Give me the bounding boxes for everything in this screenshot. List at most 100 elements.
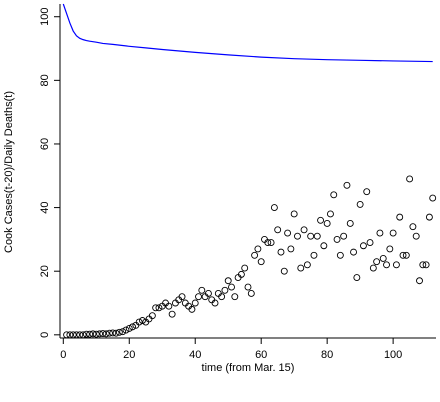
data-point [244, 283, 252, 291]
plot-points-layer [63, 175, 437, 339]
data-point [297, 264, 305, 272]
data-point [119, 328, 127, 336]
data-point [86, 330, 94, 338]
y-ticks: 0 20 40 60 80 100 [39, 8, 60, 338]
data-point [218, 293, 226, 301]
data-point [152, 304, 160, 312]
data-point [392, 261, 400, 269]
data-point [412, 232, 420, 240]
x-tick-label: 20 [123, 349, 135, 361]
data-point [290, 210, 298, 218]
data-point [327, 210, 334, 218]
data-point [231, 293, 239, 301]
data-point [178, 293, 186, 301]
data-point [267, 239, 275, 247]
y-tick-label: 60 [39, 138, 51, 150]
y-tick-label: 100 [39, 8, 51, 26]
data-point [310, 251, 318, 259]
data-point [264, 239, 272, 247]
data-point [69, 331, 77, 339]
data-point [155, 304, 163, 312]
data-point [92, 330, 100, 338]
data-point [251, 251, 259, 259]
data-point [195, 293, 202, 301]
data-point [63, 331, 71, 339]
data-point [320, 242, 328, 250]
data-point [409, 223, 417, 231]
data-point [82, 330, 90, 338]
axes [59, 4, 436, 339]
data-point [323, 220, 331, 227]
data-point [353, 274, 361, 282]
data-point [122, 326, 130, 334]
data-point [406, 175, 414, 183]
data-point [168, 310, 176, 318]
data-point [270, 204, 278, 212]
data-point [376, 229, 384, 237]
data-point [383, 261, 390, 269]
data-point [422, 261, 430, 269]
data-point [350, 248, 357, 256]
data-point [228, 283, 235, 291]
data-point [102, 330, 110, 338]
data-point [66, 331, 74, 339]
data-point [363, 188, 371, 196]
data-point [148, 312, 156, 320]
data-point [237, 270, 245, 278]
data-point [343, 181, 351, 189]
data-point [425, 213, 433, 221]
data-point [399, 251, 407, 259]
data-point [109, 329, 117, 337]
data-point [112, 329, 120, 337]
data-point [89, 330, 97, 338]
data-point [294, 232, 301, 240]
data-point [284, 229, 292, 237]
plot-line-layer [62, 3, 433, 63]
data-point [96, 330, 104, 338]
x-tick-label: 60 [255, 349, 267, 361]
data-point [416, 277, 423, 285]
data-point [247, 290, 255, 297]
data-point [373, 258, 381, 266]
y-tick-label: 0 [39, 332, 51, 338]
data-point [287, 245, 295, 253]
data-point [356, 200, 364, 208]
data-point [419, 261, 427, 269]
data-point [165, 302, 173, 310]
data-point [389, 229, 397, 237]
data-point [330, 191, 338, 199]
data-point [333, 235, 341, 243]
data-point [139, 317, 146, 324]
data-point [115, 328, 123, 336]
data-point [221, 286, 229, 294]
data-point [224, 277, 232, 285]
data-point [76, 331, 84, 339]
data-point [198, 286, 206, 294]
x-tick-label: 40 [189, 349, 201, 361]
data-point [307, 232, 315, 240]
data-point [241, 264, 249, 272]
data-point [79, 331, 87, 339]
data-point [254, 245, 262, 253]
data-point [204, 290, 212, 297]
x-tick-label: 0 [60, 349, 66, 361]
x-tick-label: 100 [384, 349, 402, 361]
data-point [369, 264, 377, 272]
data-point [340, 232, 348, 240]
data-point [211, 299, 219, 307]
data-point [336, 251, 344, 259]
fitted-curve-line [62, 3, 433, 63]
y-tick-label: 20 [39, 265, 51, 277]
data-point [303, 261, 311, 269]
data-point [106, 329, 113, 337]
data-point [129, 323, 137, 331]
data-point [188, 305, 196, 313]
x-tick-label: 80 [321, 349, 333, 361]
data-point [274, 226, 282, 234]
data-point [429, 194, 437, 202]
data-point [359, 242, 367, 250]
data-point [257, 258, 265, 266]
data-point [135, 318, 143, 326]
x-ticks: 0 20 40 60 80 100 [60, 338, 402, 361]
